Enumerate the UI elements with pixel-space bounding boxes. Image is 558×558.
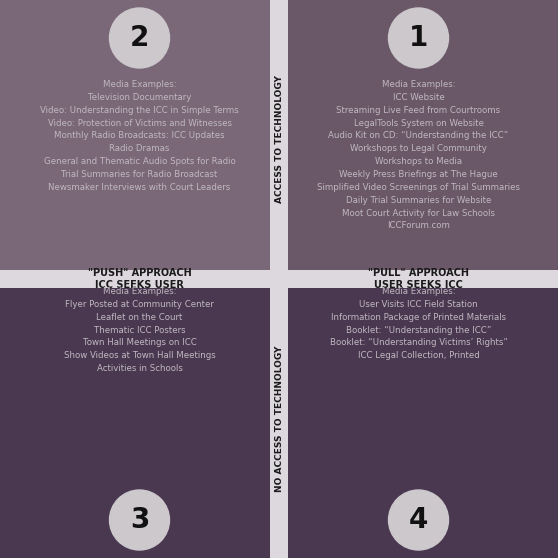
Text: Media Examples:
Flyer Posted at Community Center
Leaflet on the Court
Thematic I: Media Examples: Flyer Posted at Communit… — [64, 287, 215, 373]
Text: ACCESS TO TECHNOLOGY: ACCESS TO TECHNOLOGY — [275, 75, 283, 204]
Bar — [288, 0, 558, 270]
Text: 2: 2 — [130, 24, 149, 52]
Bar — [288, 288, 558, 558]
Circle shape — [109, 8, 170, 68]
Circle shape — [388, 490, 449, 550]
Bar — [0, 0, 270, 270]
Circle shape — [388, 8, 449, 68]
Bar — [0, 270, 558, 288]
Text: "PULL" APPROACH
USER SEEKS ICC: "PULL" APPROACH USER SEEKS ICC — [368, 268, 469, 290]
Bar — [0, 288, 270, 558]
Text: NO ACCESS TO TECHNOLOGY: NO ACCESS TO TECHNOLOGY — [275, 345, 283, 492]
Text: 1: 1 — [409, 24, 428, 52]
Text: Media Examples:
User Visits ICC Field Station
Information Package of Printed Mat: Media Examples: User Visits ICC Field St… — [330, 287, 507, 360]
Text: "PUSH" APPROACH
ICC SEEKS USER: "PUSH" APPROACH ICC SEEKS USER — [88, 268, 191, 290]
Circle shape — [109, 490, 170, 550]
Text: 4: 4 — [409, 506, 428, 534]
Text: Media Examples:
Television Documentary
Video: Understanding the ICC in Simple Te: Media Examples: Television Documentary V… — [40, 80, 239, 192]
Text: 3: 3 — [130, 506, 149, 534]
Bar — [270, 0, 288, 558]
Text: Media Examples:
ICC Website
Streaming Live Feed from Courtrooms
LegalTools Syste: Media Examples: ICC Website Streaming Li… — [317, 80, 520, 230]
